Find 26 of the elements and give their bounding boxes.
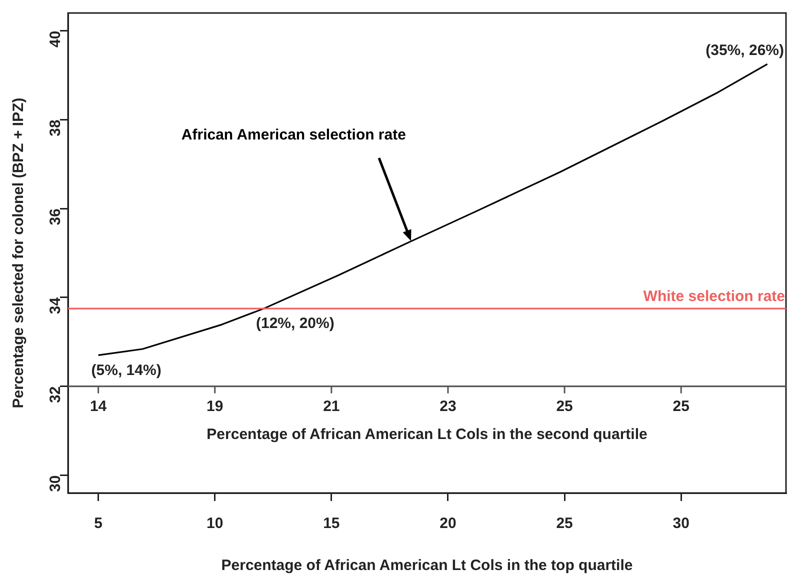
x2-axis-title: Percentage of African American Lt Cols in the second quartile — [206, 426, 648, 443]
ref-line-label: White selection rate — [643, 288, 785, 306]
annotation: 23 — [440, 398, 456, 415]
annotation: 25 — [556, 398, 573, 415]
annotation: 21 — [323, 398, 340, 415]
annotation: (35%, 26%) — [706, 42, 784, 59]
x-tick-label: 25 — [556, 515, 573, 532]
annotation: (5%, 14%) — [91, 362, 162, 379]
x-tick-label: 5 — [94, 515, 102, 532]
x-axis-title: Percentage of African American Lt Cols in the top quartile — [221, 557, 633, 574]
text: African American selection rate — [181, 126, 406, 144]
x-tick-label: 20 — [440, 515, 456, 532]
y-tick-label: 34 — [47, 296, 64, 314]
y-tick-label: 32 — [47, 386, 64, 404]
x-tick-label: 30 — [672, 515, 690, 532]
y-tick-label: 40 — [47, 30, 64, 48]
y-tick-label: 38 — [47, 120, 64, 136]
x-tick-label: 10 — [206, 515, 224, 532]
y-tick-label: 30 — [47, 475, 64, 492]
y-tick-label: 36 — [47, 208, 64, 226]
annotation: 19 — [206, 398, 224, 415]
y-axis-title: Percentage selected for colonel (BPZ + IPZ) — [10, 98, 28, 408]
annotation: 25 — [672, 398, 690, 415]
x-tick-label: 15 — [323, 515, 340, 532]
annotation: 14 — [90, 398, 108, 415]
annotation: (12%, 20%) — [256, 315, 334, 332]
